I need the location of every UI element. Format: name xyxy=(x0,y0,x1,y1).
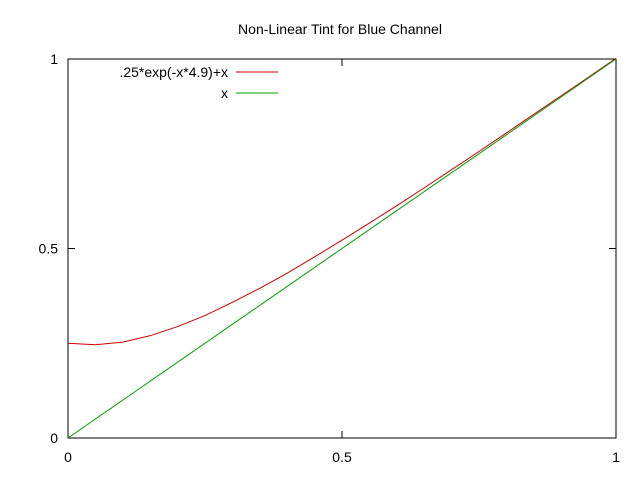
y-tick-label: 0 xyxy=(50,430,58,446)
legend-label-1: x xyxy=(221,85,228,101)
chart-title: Non-Linear Tint for Blue Channel xyxy=(238,21,442,37)
series-line-0 xyxy=(67,57,617,346)
legend-label-0: .25*exp(-x*4.9)+x xyxy=(119,64,228,80)
legend: .25*exp(-x*4.9)+x x xyxy=(119,64,278,101)
x-tick-label: 0.5 xyxy=(332,449,352,465)
x-tick-label: 0 xyxy=(64,449,72,465)
x-tick-label: 1 xyxy=(612,449,620,465)
axis-ticks: 0 0.5 1 0 0.5 1 xyxy=(39,51,621,465)
y-tick-label: 1 xyxy=(50,51,58,67)
y-tick-label: 0.5 xyxy=(39,241,59,257)
series-line-1 xyxy=(67,58,617,439)
series-lines xyxy=(67,57,617,439)
